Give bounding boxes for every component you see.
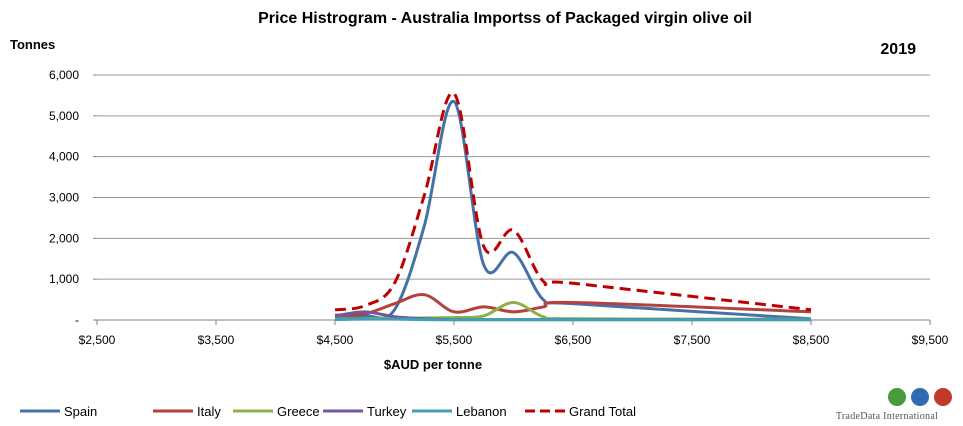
series-line-italy bbox=[334, 293, 812, 317]
x-tick-label: $5,500 bbox=[436, 333, 473, 347]
legend-label: Italy bbox=[197, 404, 221, 419]
y-tick-label: 5,000 bbox=[49, 109, 79, 123]
series-line-spain bbox=[334, 100, 812, 321]
y-tick-label: 1,000 bbox=[49, 272, 79, 286]
x-tick-label: $3,500 bbox=[198, 333, 235, 347]
legend-item-turkey: Turkey bbox=[323, 404, 407, 419]
legend-item-grand-total: Grand Total bbox=[525, 404, 636, 419]
y-axis-ticks: - 1,000 2,000 3,000 4,000 5,000 6,000 bbox=[49, 68, 97, 327]
y-axis-label: Tonnes bbox=[10, 37, 55, 52]
logo-name: TradeData International bbox=[836, 411, 938, 422]
year-label: 2019 bbox=[880, 41, 916, 58]
legend-item-lebanon: Lebanon bbox=[412, 404, 507, 419]
legend: Spain Italy Greece Turkey Lebanon Grand Total bbox=[20, 404, 636, 419]
legend-item-italy: Italy bbox=[153, 404, 221, 419]
y-tick-label: - bbox=[75, 313, 79, 327]
legend-item-greece: Greece bbox=[233, 404, 320, 419]
series-lines bbox=[334, 91, 812, 322]
globe-red-icon bbox=[934, 388, 952, 406]
legend-label: Grand Total bbox=[569, 404, 636, 419]
x-tick-label: $4,500 bbox=[317, 333, 354, 347]
gridlines bbox=[97, 74, 930, 321]
y-tick-label: 2,000 bbox=[49, 231, 79, 245]
globe-green-icon bbox=[888, 388, 906, 406]
legend-label: Spain bbox=[64, 404, 97, 419]
chart-title: Price Histrogram - Australia Importss of… bbox=[258, 10, 752, 27]
x-tick-label: $8,500 bbox=[793, 333, 830, 347]
series-line-grand-total bbox=[334, 91, 812, 312]
legend-label: Greece bbox=[277, 404, 320, 419]
x-tick-label: $7,500 bbox=[674, 333, 711, 347]
x-axis-label: $AUD per tonne bbox=[384, 357, 482, 372]
y-tick-label: 4,000 bbox=[49, 150, 79, 164]
series-line-lebanon bbox=[334, 317, 811, 322]
y-tick-label: 3,000 bbox=[49, 191, 79, 205]
legend-label: Lebanon bbox=[456, 404, 507, 419]
globe-blue-icon bbox=[911, 388, 929, 406]
x-tick-label: $6,500 bbox=[555, 333, 592, 347]
legend-label: Turkey bbox=[367, 404, 407, 419]
legend-item-spain: Spain bbox=[20, 404, 97, 419]
x-tick-label: $2,500 bbox=[79, 333, 116, 347]
tradedata-logo: TradeData International bbox=[836, 388, 952, 422]
x-axis-ticks: $2,500 $3,500 $4,500 $5,500 $6,500 $7,500 $8,5… bbox=[79, 320, 949, 347]
y-tick-label: 6,000 bbox=[49, 68, 79, 82]
x-tick-label: $9,500 bbox=[912, 333, 949, 347]
